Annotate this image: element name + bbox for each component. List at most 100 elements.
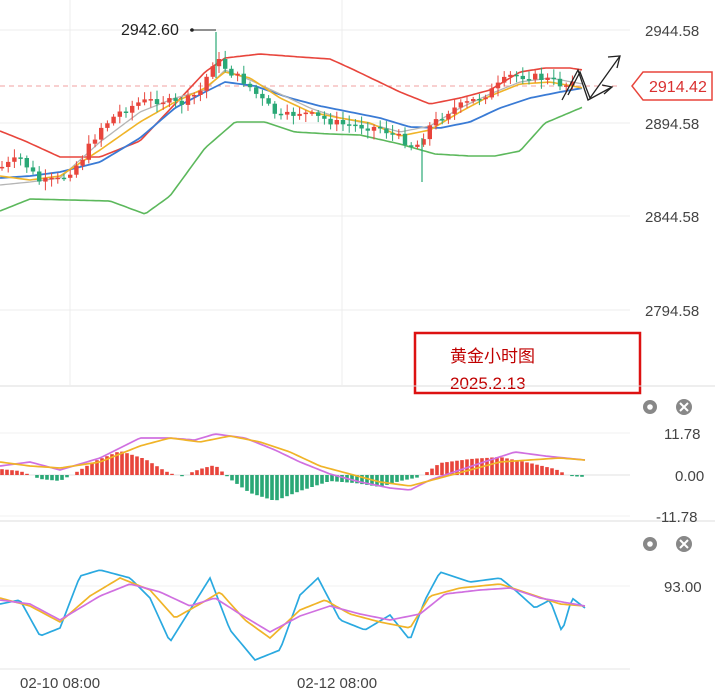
macd-bar — [20, 471, 24, 475]
macd-bar — [510, 459, 514, 475]
macd-bar — [385, 475, 389, 485]
macd-bar — [25, 473, 29, 475]
macd-bar — [330, 475, 334, 482]
candle-body — [74, 165, 79, 175]
macd-bar — [220, 471, 224, 475]
candle-body — [371, 126, 377, 131]
macd-bar — [350, 475, 354, 483]
macd-bar — [75, 471, 79, 475]
macd-bar — [45, 475, 49, 480]
macd-close-icon[interactable] — [676, 399, 692, 415]
macd-bar — [430, 468, 434, 475]
macd-bar — [575, 475, 579, 477]
macd-bar — [515, 460, 519, 475]
macd-bar — [395, 475, 399, 482]
candle-body — [285, 111, 290, 115]
macd-bar — [500, 457, 504, 475]
macd-bar — [425, 472, 429, 475]
candle-body — [421, 139, 426, 145]
macd-bar — [0, 469, 4, 475]
macd-bar — [260, 475, 264, 497]
macd-bar — [160, 469, 164, 475]
candle-body — [61, 177, 67, 180]
candle-body — [483, 97, 488, 100]
candle-body — [347, 124, 352, 126]
macd-bar — [210, 465, 214, 475]
candle-body — [0, 166, 5, 169]
y-tick-macd-1: 0.00 — [675, 468, 704, 485]
macd-bar — [550, 468, 554, 475]
macd-bar — [85, 465, 89, 475]
macd-bar — [290, 475, 294, 495]
macd-bar — [335, 475, 339, 482]
candle-body — [322, 115, 327, 119]
candle-body — [68, 174, 73, 178]
candle-body — [37, 171, 42, 182]
macd-bar — [355, 475, 359, 484]
candle-body — [198, 90, 203, 95]
macd-bar — [485, 457, 489, 475]
y-tick-main-2: 2844.58 — [645, 209, 699, 226]
macd-bar — [315, 475, 319, 486]
x-tick-0: 02-10 08:00 — [20, 675, 100, 692]
candle-body — [130, 105, 135, 113]
macd-bar — [110, 454, 114, 475]
macd-bar — [400, 475, 404, 481]
candle-body — [477, 99, 482, 101]
candle-body — [179, 100, 184, 105]
kdj-close-icon[interactable] — [676, 536, 692, 552]
candle-body — [464, 101, 470, 103]
current-price-tag: 2914.42 — [631, 71, 713, 101]
macd-bar — [450, 461, 454, 475]
macd-bar — [265, 475, 269, 499]
macd-settings-icon[interactable] — [643, 400, 657, 414]
candle-body — [526, 79, 532, 81]
macd-bar — [15, 470, 19, 475]
macd-bar — [205, 467, 209, 475]
macd-bar — [580, 475, 584, 477]
kdj-d-line — [0, 583, 586, 633]
macd-bar — [470, 458, 474, 475]
y-tick-kdj-0: 93.00 — [664, 579, 702, 596]
macd-bar — [505, 458, 509, 475]
candle-body — [235, 73, 240, 76]
candle-body — [471, 99, 476, 102]
candle-body — [440, 119, 445, 121]
candle-body — [204, 76, 209, 91]
candle-body — [514, 74, 519, 77]
macd-bar — [310, 475, 314, 487]
macd-bar — [360, 475, 364, 485]
macd-bar — [280, 475, 284, 499]
candle-body — [192, 95, 197, 97]
y-tick-main-0: 2944.58 — [645, 23, 699, 40]
macd-bar — [475, 458, 479, 475]
candle-body — [303, 112, 308, 115]
kdj-settings-icon[interactable] — [643, 537, 657, 551]
macd-bar — [195, 470, 199, 475]
macd-bar — [570, 475, 574, 477]
candle-body — [142, 99, 147, 103]
macd-bar — [525, 462, 529, 475]
candle-body — [247, 83, 253, 88]
macd-bar — [170, 473, 174, 475]
y-tick-main-3: 2794.58 — [645, 303, 699, 320]
macd-bar — [270, 475, 274, 500]
macd-bar — [325, 475, 329, 482]
macd-bar — [60, 475, 64, 480]
candle-body — [402, 133, 408, 146]
candle-body — [216, 59, 222, 67]
candle-body — [495, 82, 501, 89]
macd-bar — [165, 471, 169, 475]
macd-bar — [90, 462, 94, 475]
macd-bar — [55, 475, 59, 481]
macd-bar — [460, 460, 464, 475]
macd-bar — [135, 456, 139, 475]
macd-bar — [140, 458, 144, 475]
macd-bar — [340, 475, 344, 482]
macd-bar — [300, 475, 304, 491]
macd-bar — [245, 475, 249, 491]
macd-bar — [120, 451, 124, 475]
candle-body — [278, 113, 284, 116]
macd-dif-line — [0, 433, 586, 491]
macd-bar — [200, 468, 204, 475]
